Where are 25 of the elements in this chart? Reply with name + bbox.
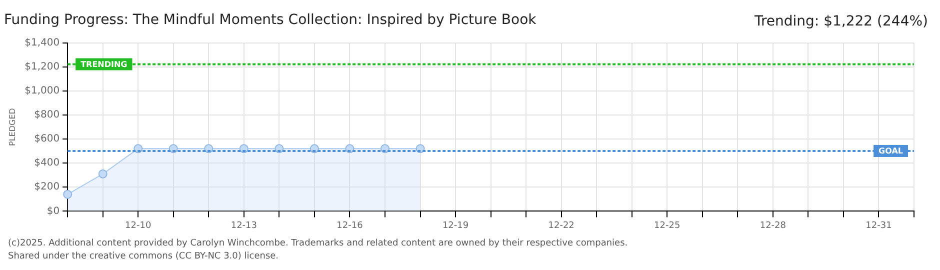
x-tick-label: 12-28	[760, 220, 786, 231]
chart-title: Funding Progress: The Mindful Moments Collection: Inspired by Picture Book	[4, 12, 538, 28]
ref-line-label: TRENDING	[80, 60, 128, 69]
y-tick-label: $1,400	[24, 37, 60, 48]
point	[63, 190, 72, 199]
text: (c)2025. Additional content provided by Carolyn Winchcombe. Trademarks and related content are owned by their respective companies.	[8, 238, 628, 248]
x-tick-label: 12-19	[442, 220, 469, 231]
x-tick-label: 12-10	[125, 220, 152, 231]
x-tick-label: 12-31	[866, 220, 892, 231]
y-tick-label: $800	[34, 110, 60, 121]
text: Shared under the creative commons (CC BY-NC 3.0) license.	[8, 251, 279, 262]
x-tick-label: 12-22	[548, 220, 574, 231]
y-tick-label: $600	[34, 134, 60, 145]
ref-line-label: GOAL	[878, 146, 904, 156]
chart-subtitle: Trending: $1,222 (244%)	[753, 14, 928, 30]
x-tick-label: 12-25	[654, 220, 680, 231]
x-tick-label: 12-16	[336, 220, 364, 231]
y-tick-label: $400	[34, 158, 60, 169]
y-tick-label: $200	[34, 182, 60, 193]
x-tick-label: 12-13	[230, 220, 258, 231]
y-tick-label: $1,200	[24, 61, 60, 72]
y-axis-title: PLEDGED	[8, 108, 17, 146]
y-tick-label: $0	[46, 206, 60, 217]
y-tick-label: $1,000	[24, 86, 60, 97]
point	[98, 169, 108, 178]
